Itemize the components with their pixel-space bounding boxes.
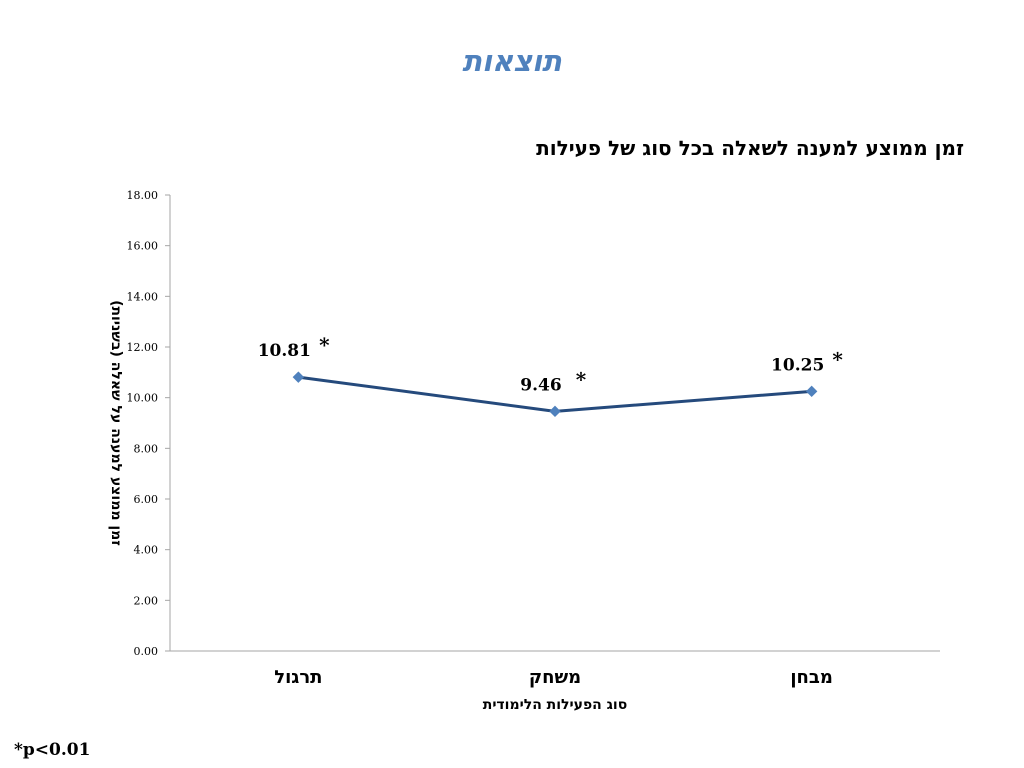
x-category-label: מבחן xyxy=(790,667,833,688)
y-tick-label: 18.00 xyxy=(127,189,159,202)
x-axis-title: סוג הפעילות הלימודית xyxy=(483,697,628,713)
y-tick-label: 8.00 xyxy=(134,442,159,455)
data-label: 9.46 xyxy=(520,375,561,395)
x-category-label: תרגול xyxy=(274,667,322,688)
significance-footnote: *p<0.01 xyxy=(14,740,91,760)
y-axis-title: זמן ממוצע למענה על שאלה (בשניות) xyxy=(108,300,124,546)
series-group xyxy=(292,371,818,418)
data-labels-group: 10.81 * 9.46 * 10.25 * xyxy=(258,333,844,395)
y-tick-label: 14.00 xyxy=(127,290,159,303)
y-axis: 0.00 2.00 4.00 6.00 8.00 10.00 12.00 14.00 16.00… xyxy=(127,189,171,658)
data-point xyxy=(805,385,818,398)
y-tick-label: 10.00 xyxy=(127,392,159,405)
data-point xyxy=(292,371,305,383)
x-category-label: משחק xyxy=(529,667,581,688)
data-point xyxy=(549,405,561,418)
data-label: 10.25 xyxy=(771,355,824,375)
y-tick-label: 6.00 xyxy=(134,493,159,506)
x-axis: תרגול משחק מבחן xyxy=(170,650,940,688)
significance-mark: * xyxy=(576,367,587,391)
chart-title: זמן ממוצע למענה לשאלה בכל סוג של פעילות xyxy=(536,136,964,160)
y-tick-label: 12.00 xyxy=(127,341,159,354)
slide-title: תוצאות xyxy=(462,44,562,78)
significance-mark: * xyxy=(832,347,843,371)
y-tick-label: 0.00 xyxy=(134,645,159,658)
y-tick-label: 4.00 xyxy=(134,544,159,557)
y-tick-label: 2.00 xyxy=(134,594,159,607)
data-label: 10.81 xyxy=(258,341,311,361)
y-tick-label: 16.00 xyxy=(127,240,159,253)
significance-mark: * xyxy=(319,333,330,357)
